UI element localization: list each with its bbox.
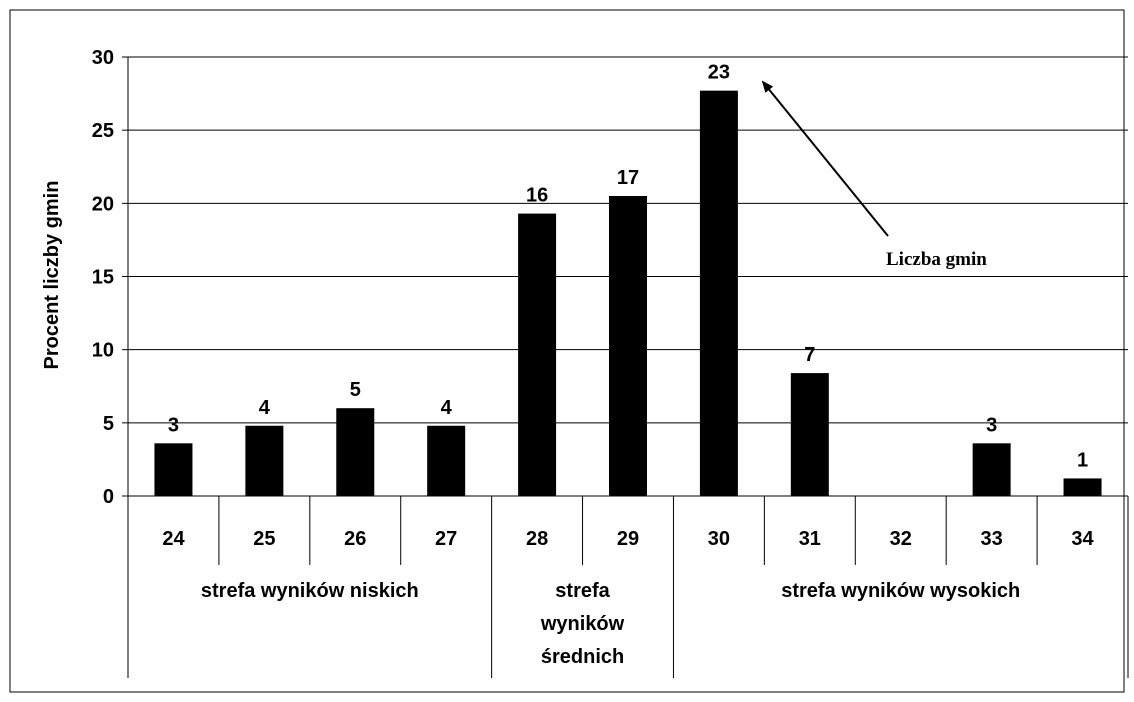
axes: [122, 56, 1128, 497]
group-label: strefa wyników wysokich: [781, 580, 1020, 602]
bar: [609, 196, 647, 496]
annotation-arrow: [761, 80, 889, 237]
y-tick-label: 20: [92, 193, 114, 215]
x-tick-label: 26: [344, 528, 366, 550]
x-tick-label: 29: [617, 528, 639, 550]
bars: [154, 90, 1102, 496]
bar: [790, 373, 829, 496]
data-labels: 3 4 5 4 16 17 23 7 3 1: [168, 62, 1088, 472]
y-tick-label: 5: [103, 413, 114, 435]
x-tick-label: 34: [1071, 528, 1094, 550]
x-tick-label: 32: [890, 528, 912, 550]
group-label: strefa wyników niskich: [201, 580, 419, 602]
group-label: średnich: [541, 646, 624, 668]
group-label: strefa: [555, 580, 610, 602]
data-label: 5: [350, 379, 361, 401]
y-tick-label: 10: [92, 340, 114, 362]
y-tick-label: 0: [103, 486, 114, 508]
bar: [245, 425, 284, 496]
bar: [699, 90, 738, 496]
gridlines: [128, 56, 1128, 424]
x-tick-label: 30: [708, 528, 730, 550]
x-tick-label: 25: [253, 528, 275, 550]
data-label: 23: [708, 62, 730, 84]
category-table: 24 25 26 27 28 29 30 31 32 33 34 strefa wyników nis…: [127, 496, 1129, 678]
annotation-label: Liczba gmin: [886, 249, 987, 270]
x-tick-label: 31: [799, 528, 821, 550]
data-label: 7: [804, 344, 815, 366]
bar: [154, 443, 193, 496]
y-tick-label: 15: [92, 267, 114, 289]
data-label: 4: [441, 397, 453, 419]
x-tick-label: 27: [435, 528, 457, 550]
x-tick-label: 33: [981, 528, 1003, 550]
data-label: 4: [259, 397, 271, 419]
y-tick-labels: 0 5 10 15 20 25 30: [92, 47, 114, 508]
x-tick-label: 24: [162, 528, 185, 550]
group-label: wyników: [540, 613, 625, 635]
bar: [427, 425, 466, 496]
bar: [1063, 478, 1102, 496]
bar: [972, 443, 1011, 496]
x-tick-label: 28: [526, 528, 548, 550]
chart-border: [9, 9, 1125, 693]
data-label: 3: [986, 414, 997, 436]
y-tick-label: 30: [92, 47, 114, 69]
bar: [518, 213, 557, 496]
data-label: 3: [168, 414, 179, 436]
y-axis-label: Procent liczby gmin: [41, 181, 63, 370]
y-tick-label: 25: [92, 120, 114, 142]
data-label: 16: [526, 185, 548, 207]
data-label: 1: [1077, 449, 1088, 471]
bar: [336, 408, 375, 496]
data-label: 17: [617, 167, 639, 189]
